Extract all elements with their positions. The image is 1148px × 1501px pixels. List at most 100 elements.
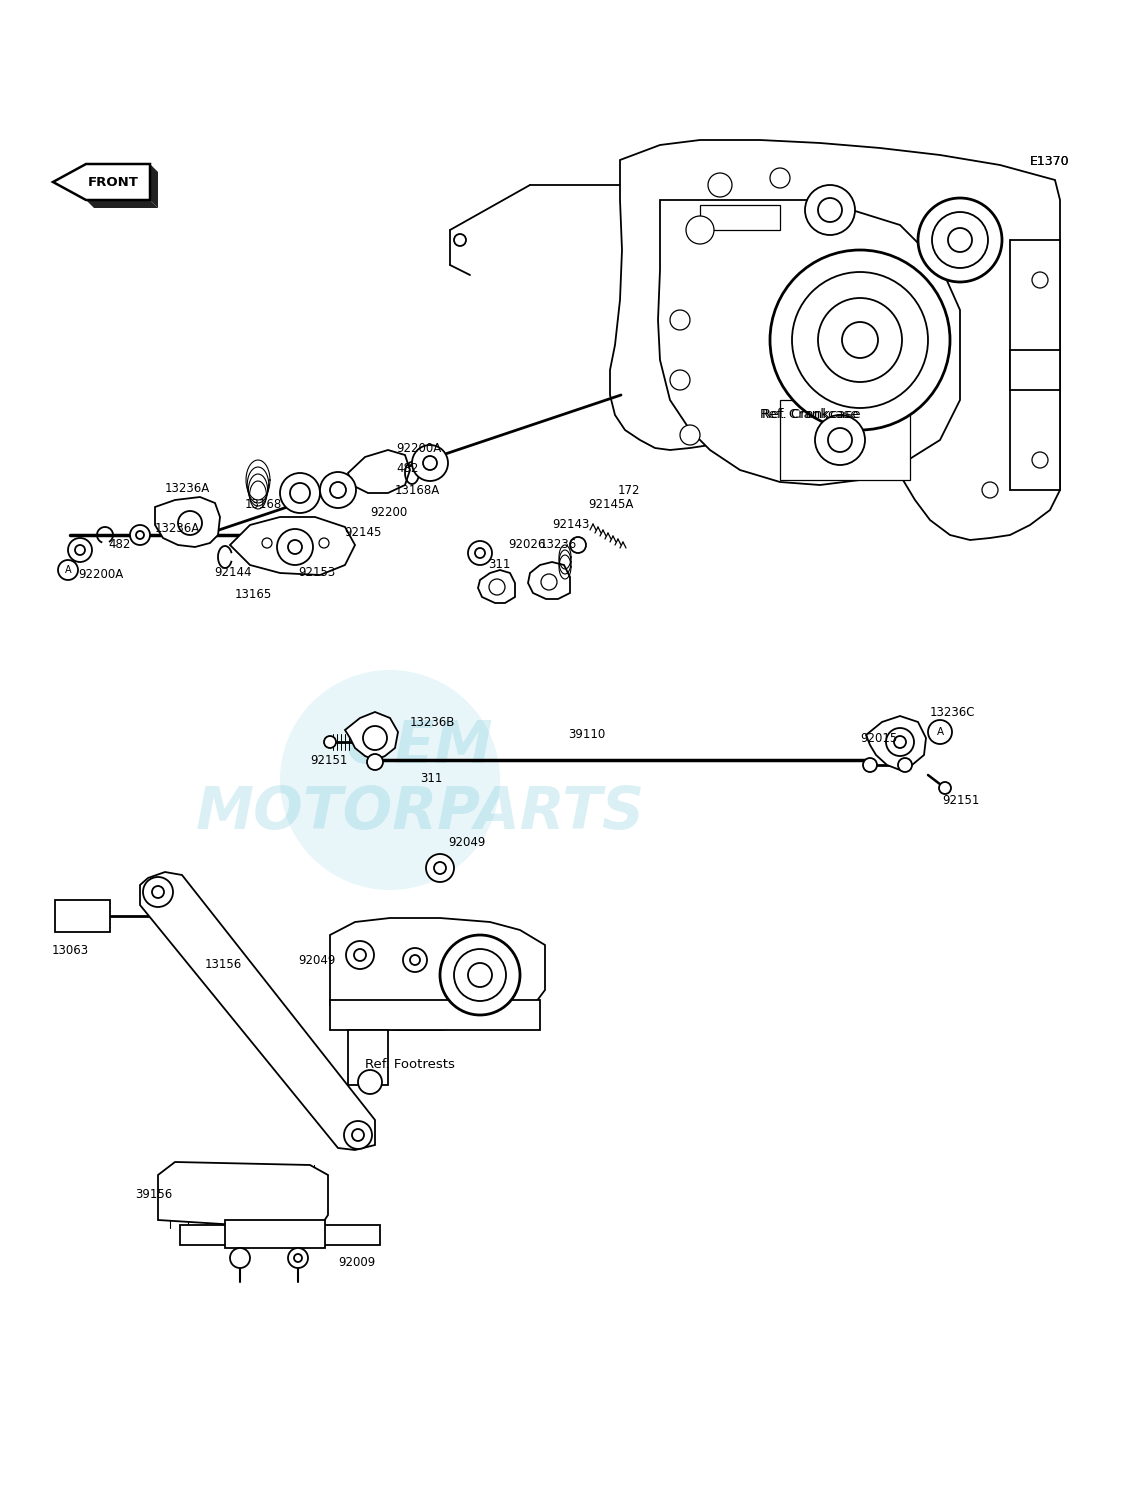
Circle shape — [290, 483, 310, 503]
Text: 13236B: 13236B — [410, 716, 456, 728]
Polygon shape — [230, 516, 355, 575]
Circle shape — [770, 168, 790, 188]
Circle shape — [863, 758, 877, 772]
Text: 92049: 92049 — [448, 836, 486, 848]
Text: 13236: 13236 — [540, 539, 577, 551]
Circle shape — [262, 537, 272, 548]
Bar — [1010, 350, 1060, 390]
Polygon shape — [658, 200, 960, 485]
Text: OEM
MOTORPARTS: OEM MOTORPARTS — [195, 719, 644, 842]
Circle shape — [894, 735, 906, 747]
Circle shape — [489, 579, 505, 594]
Circle shape — [352, 1129, 364, 1141]
Circle shape — [403, 949, 427, 973]
Circle shape — [440, 935, 520, 1015]
Circle shape — [280, 669, 501, 890]
Polygon shape — [478, 570, 515, 603]
Circle shape — [294, 1253, 302, 1262]
Circle shape — [367, 754, 383, 770]
Circle shape — [792, 272, 928, 408]
Polygon shape — [346, 711, 398, 760]
Circle shape — [1032, 272, 1048, 288]
Text: 92200A: 92200A — [78, 569, 123, 581]
Polygon shape — [86, 200, 158, 209]
Text: 92153: 92153 — [298, 566, 335, 578]
Circle shape — [670, 311, 690, 330]
Text: 482: 482 — [108, 539, 131, 551]
Text: 92015: 92015 — [860, 731, 898, 744]
Bar — [779, 399, 910, 480]
Text: 92145A: 92145A — [588, 498, 634, 512]
Text: E1370: E1370 — [1030, 155, 1070, 168]
Polygon shape — [158, 1162, 328, 1229]
Text: Ref. Crankcase: Ref. Crankcase — [762, 408, 861, 422]
Circle shape — [1032, 452, 1048, 468]
Text: 92049: 92049 — [298, 953, 335, 967]
Circle shape — [886, 728, 914, 757]
Circle shape — [819, 198, 841, 222]
Circle shape — [680, 425, 700, 444]
Circle shape — [68, 537, 92, 561]
Text: A: A — [937, 726, 944, 737]
Circle shape — [841, 323, 878, 359]
Text: 311: 311 — [488, 558, 511, 572]
Circle shape — [928, 720, 952, 744]
Circle shape — [178, 510, 202, 534]
Circle shape — [319, 537, 329, 548]
Text: 482: 482 — [396, 461, 418, 474]
Text: 92151: 92151 — [310, 754, 348, 767]
Polygon shape — [53, 164, 150, 200]
Text: 13168: 13168 — [245, 498, 282, 512]
Text: 13165: 13165 — [235, 588, 272, 602]
Circle shape — [815, 414, 864, 465]
Circle shape — [358, 1070, 382, 1094]
Circle shape — [948, 228, 972, 252]
Circle shape — [898, 758, 912, 772]
Circle shape — [453, 949, 506, 1001]
Circle shape — [422, 456, 437, 470]
Polygon shape — [150, 164, 158, 209]
Bar — [348, 1030, 388, 1085]
Text: 39110: 39110 — [568, 728, 605, 741]
Text: 92200: 92200 — [370, 506, 408, 518]
Bar — [329, 1000, 540, 1030]
Polygon shape — [140, 872, 375, 1150]
Circle shape — [412, 444, 448, 480]
Circle shape — [363, 726, 387, 750]
Text: E1370: E1370 — [1030, 155, 1070, 168]
Text: 92144: 92144 — [214, 566, 251, 578]
Polygon shape — [348, 450, 410, 492]
Circle shape — [130, 525, 150, 545]
Text: Ref. Footrests: Ref. Footrests — [365, 1058, 455, 1072]
Text: 13236A: 13236A — [155, 521, 200, 534]
Polygon shape — [1010, 240, 1060, 489]
Bar — [225, 1220, 325, 1247]
Text: 13236C: 13236C — [930, 705, 976, 719]
Circle shape — [75, 545, 85, 555]
Polygon shape — [329, 919, 545, 1030]
Circle shape — [982, 482, 998, 498]
Polygon shape — [866, 716, 926, 770]
Polygon shape — [155, 497, 220, 546]
Text: 92143: 92143 — [552, 518, 589, 531]
Text: 92145: 92145 — [344, 525, 381, 539]
Text: 13236A: 13236A — [165, 482, 210, 494]
Circle shape — [453, 234, 466, 246]
Circle shape — [280, 473, 320, 513]
Text: 92200A: 92200A — [396, 441, 441, 455]
Circle shape — [230, 1247, 250, 1268]
Circle shape — [288, 540, 302, 554]
Bar — [180, 1225, 380, 1244]
Circle shape — [354, 949, 366, 961]
Circle shape — [687, 216, 714, 245]
Text: 92026: 92026 — [509, 539, 545, 551]
Text: 13156: 13156 — [205, 959, 242, 971]
Bar — [55, 901, 110, 932]
Circle shape — [152, 886, 164, 898]
Circle shape — [320, 471, 356, 507]
Polygon shape — [610, 140, 1060, 540]
Circle shape — [918, 198, 1002, 282]
Text: Ref. Crankcase: Ref. Crankcase — [760, 408, 859, 422]
Circle shape — [344, 1121, 372, 1148]
Circle shape — [135, 531, 144, 539]
